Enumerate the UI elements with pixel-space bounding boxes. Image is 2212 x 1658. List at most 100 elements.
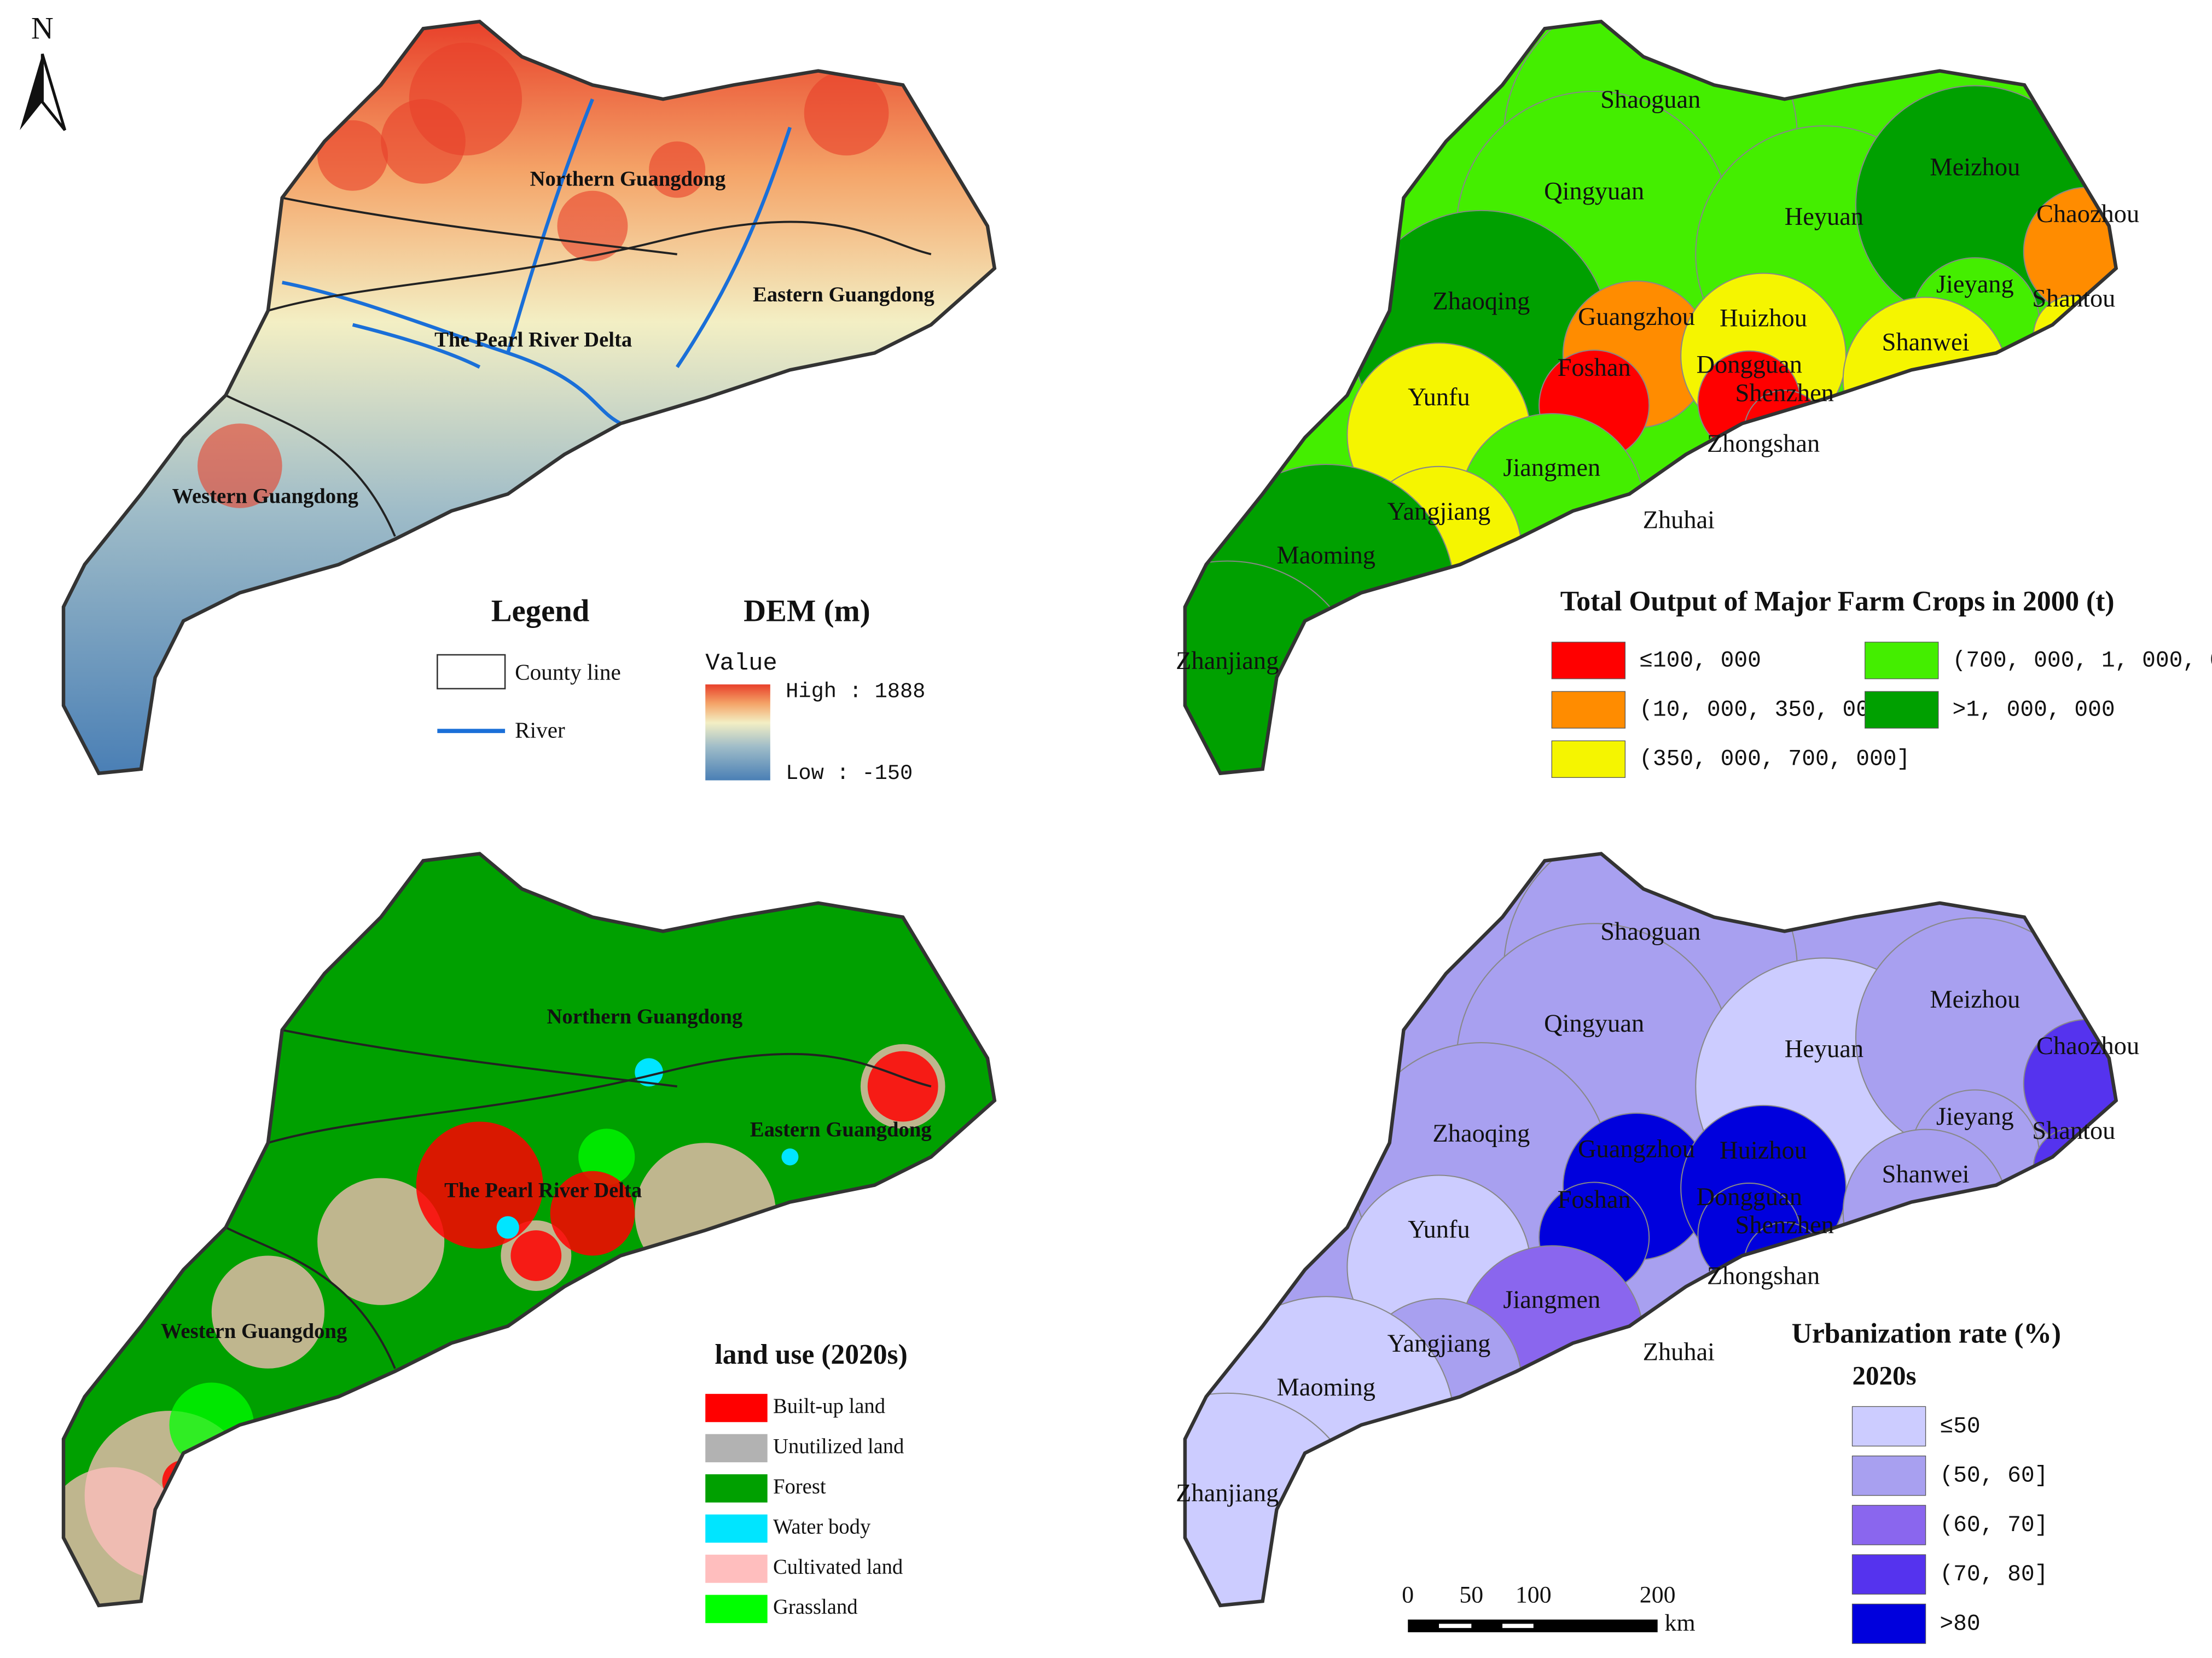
legend-label: Unutilized land [773,1435,904,1458]
legend-label: (70, 80] [1940,1562,2048,1587]
city-label: Shantou [2032,1117,2115,1145]
city-label: Zhuhai [1643,506,1715,534]
class-swatch [705,1434,768,1463]
map-body [63,21,995,773]
built-up-patch [550,1171,635,1256]
city-area [1185,1392,1366,1605]
legend-label: Forest [773,1475,826,1498]
city-label: Yangjiang [1387,498,1491,526]
map-body [63,853,995,1605]
city-label: Shantou [2032,285,2115,313]
legend-label: ≤100, 000 [1639,648,1761,673]
city-label: Qingyuan [1544,178,1644,206]
city-label: Shaoguan [1600,86,1700,114]
city-label: Shenzhen [1735,1212,1834,1240]
class-swatch [705,1514,768,1543]
region-boundary [225,1226,396,1369]
legend-label: ≤50 [1940,1414,1980,1439]
city-label: Maoming [1277,542,1375,569]
region-boundary [268,220,932,312]
class-swatch [1851,1603,1926,1644]
city-area [1645,523,1712,591]
scale-label: 200 [1640,1582,1676,1608]
city-label: Shanwei [1882,1161,1970,1189]
city-label: Meizhou [1930,986,2020,1014]
region-label: Eastern Guangdong [750,1118,932,1141]
land-patch [317,1178,445,1305]
class-swatch [705,1474,768,1503]
region-label: The Pearl River Delta [444,1179,642,1202]
legend-label: Built-up land [773,1395,885,1418]
legend-title: DEM (m) [744,594,870,628]
legend-label: Value [705,650,777,677]
built-up-patch [867,1051,938,1122]
high-terrain [197,423,282,508]
class-swatch [1865,691,1939,729]
legend-title: land use (2020s) [715,1339,907,1370]
city-label: Yunfu [1408,1215,1470,1243]
legend-label: (60, 70] [1940,1513,2048,1538]
river [506,98,594,354]
city-label: Zhuhai [1643,1339,1715,1366]
north-label: N [31,11,54,45]
city-label: Dongguan [1697,1183,1802,1211]
legend-label: River [515,717,565,742]
river [352,323,481,369]
legend-label: (10, 000, 350, 000] [1639,698,1896,723]
city-label: Jiangmen [1503,1286,1600,1314]
class-swatch [1551,691,1626,729]
city-label: Jieyang [1936,271,2014,299]
high-terrain [804,71,889,156]
province-outline [1183,19,2118,776]
scale-label: 50 [1459,1582,1483,1608]
class-swatch [1851,1406,1926,1447]
high-terrain [649,141,706,198]
scale-label: 0 [1402,1582,1414,1608]
city-label: Zhanjiang [1176,1479,1279,1507]
city-label: Shanwei [1882,328,1970,356]
city-label: Heyuan [1785,203,1863,231]
water-patch [496,1216,519,1239]
river [282,281,622,426]
legend-title: Total Output of Major Farm Crops in 2000… [1560,586,2115,617]
city-area [1842,296,2009,463]
legend-label: High : 1888 [786,679,925,703]
region-label: Eastern Guangdong [753,283,934,306]
scale-gap [1502,1624,1534,1628]
city-area [1842,1128,2009,1295]
region-boundary [282,196,677,255]
city-label: Guangzhou [1578,303,1695,331]
province-outline [61,852,997,1608]
region-label: Northern Guangdong [547,1005,743,1028]
region-label: Northern Guangdong [530,168,726,191]
class-swatch [1551,740,1626,778]
city-label: Qingyuan [1544,1010,1644,1038]
county-swatch [437,654,506,690]
city-label: Dongguan [1697,351,1802,379]
region-boundary [225,394,396,537]
legend-label: Grassland [773,1596,858,1619]
legend-label: (700, 000, 1, 000, 000] [1953,648,2212,673]
arrow-right [40,53,67,131]
city-label: Foshan [1558,354,1631,382]
north-arrow: N [20,11,67,131]
built-up-patch [510,1230,562,1281]
class-swatch [1551,642,1626,679]
class-swatch [705,1595,768,1624]
class-swatch [705,1394,768,1422]
legend-label: Low : -150 [786,761,913,786]
province-outline [1183,852,2118,1608]
legend-label: Cultivated land [773,1556,903,1579]
dem-ramp [705,684,770,781]
region-boundary [282,1029,677,1087]
city-area [1729,447,1797,515]
city-label: Maoming [1277,1374,1375,1401]
class-swatch [1851,1455,1926,1496]
legend-label: Water body [773,1515,871,1538]
city-label: Meizhou [1930,154,2020,182]
legend-subtitle: 2020s [1852,1360,1916,1391]
class-swatch [1851,1554,1926,1595]
city-label: Jieyang [1936,1103,2014,1131]
